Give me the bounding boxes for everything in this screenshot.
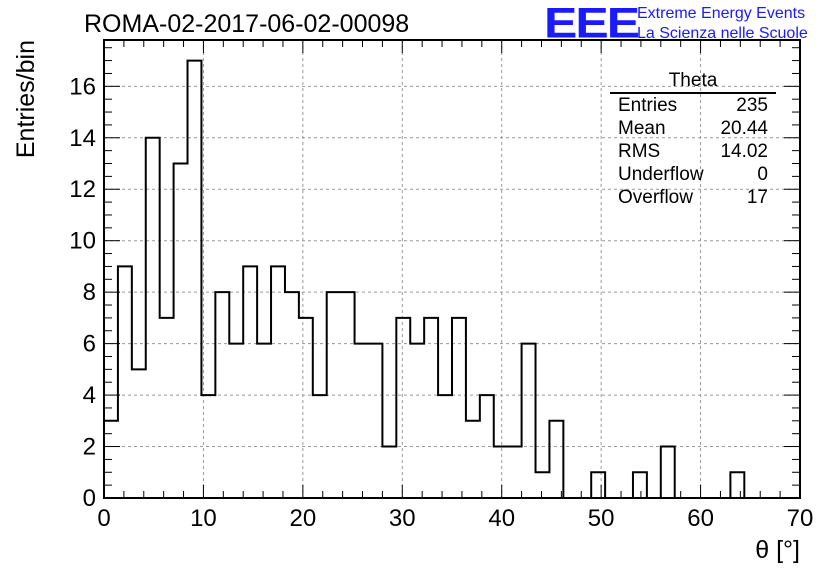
x-tick-label: 50 [588,505,615,532]
histogram-bin [730,472,744,498]
y-tick-label: 10 [69,228,96,255]
x-axis-label: θ [°] [755,536,800,564]
histogram-bin [438,395,452,498]
histogram-bin [424,318,438,498]
histogram-bin [160,318,174,498]
collaboration-line-1: Extreme Energy Events [637,5,806,22]
histogram-bin [243,266,257,498]
histogram-bin [466,421,480,498]
histogram-bin [327,292,341,498]
histogram-bin [341,292,355,498]
histogram-bin [522,344,536,498]
stats-value: 0 [757,164,768,185]
y-tick-label: 4 [83,382,96,409]
histogram-bin [229,344,243,498]
histogram-bin [480,395,494,498]
histogram-bin [396,318,410,498]
stats-value: 20.44 [720,118,768,139]
stats-label: Entries [618,95,678,116]
collaboration-name: Extreme Energy Events La Scienza nelle S… [637,4,808,44]
histogram-bin [508,447,522,498]
stats-box: Theta Entries 235 Mean 20.44 RMS 14.02 U… [610,70,776,209]
y-axis-label: Entries/bin [12,40,40,158]
histogram-bin [452,318,466,498]
histogram-bin [174,164,188,498]
histogram-bin [382,447,396,498]
histogram-bin [591,472,605,498]
plot-frame [103,39,801,499]
stats-row-entries: Entries 235 [610,94,776,117]
stats-row-mean: Mean 20.44 [610,117,776,140]
stats-value: 17 [746,187,768,208]
histogram-bin [146,138,160,498]
x-tick-label: 20 [290,505,317,532]
y-tick-label: 2 [83,434,96,461]
histogram-bin [494,447,508,498]
histogram-bin [215,292,229,498]
y-tick-label: 0 [83,485,96,512]
histogram-bin [633,472,647,498]
x-tick-label: 60 [687,505,714,532]
y-tick-label: 14 [69,125,96,152]
x-tick-label: 30 [389,505,416,532]
histogram-bin [549,421,563,498]
axis-ticks [103,40,801,499]
stats-row-overflow: Overflow 17 [610,186,776,209]
x-tick-label: 10 [190,505,217,532]
stats-label: Underflow [618,164,704,185]
stats-title: Theta [610,70,776,94]
histogram-bin [285,292,299,498]
stats-value: 14.02 [720,141,768,162]
histogram-bin [201,395,215,498]
histogram-bin [118,266,132,498]
histogram-bin [355,344,369,498]
eee-logo: EEE [544,0,640,48]
histogram-bin [132,369,146,498]
y-tick-label: 6 [83,331,96,358]
stats-row-underflow: Underflow 0 [610,163,776,186]
stats-label: RMS [618,141,661,162]
x-tick-label: 0 [97,505,110,532]
stats-label: Mean [618,118,666,139]
collaboration-line-2: La Scienza nelle Scuole [637,25,808,42]
histogram-bin [410,344,424,498]
histogram-bin [661,447,675,498]
y-tick-label: 16 [69,73,96,100]
histogram-bin [188,61,202,498]
histogram-bin [368,344,382,498]
x-tick-label: 70 [787,505,814,532]
stats-label: Overflow [618,187,693,208]
histogram-bin [536,472,550,498]
histogram-bin [257,344,271,498]
stats-value: 235 [736,95,768,116]
tick-labels: 0 10 20 30 40 50 60 70 0 2 4 6 8 10 12 14 16 [69,73,813,532]
y-tick-label: 12 [69,176,96,203]
histogram-bin [299,318,313,498]
x-tick-label: 40 [488,505,515,532]
histogram-bin [313,395,327,498]
run-title: ROMA-02-2017-06-02-00098 [84,10,410,38]
y-tick-label: 8 [83,279,96,306]
histogram-bin [271,266,285,498]
stats-row-rms: RMS 14.02 [610,140,776,163]
